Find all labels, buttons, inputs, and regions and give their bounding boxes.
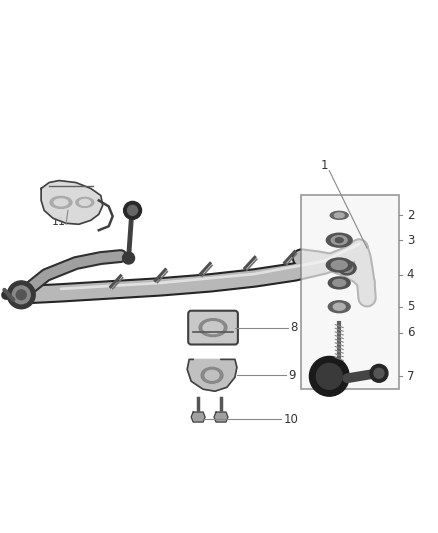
Ellipse shape xyxy=(326,233,352,247)
Text: 1: 1 xyxy=(321,159,328,172)
Ellipse shape xyxy=(199,319,227,336)
Ellipse shape xyxy=(333,279,346,286)
Ellipse shape xyxy=(328,277,350,289)
Ellipse shape xyxy=(335,238,343,243)
Polygon shape xyxy=(41,181,103,224)
Ellipse shape xyxy=(338,261,356,275)
Circle shape xyxy=(124,201,141,219)
Ellipse shape xyxy=(79,199,90,205)
Text: 6: 6 xyxy=(407,326,414,339)
Ellipse shape xyxy=(203,321,223,334)
Text: 11: 11 xyxy=(52,217,66,227)
Circle shape xyxy=(370,365,388,382)
Ellipse shape xyxy=(342,263,353,272)
Ellipse shape xyxy=(331,261,347,270)
Ellipse shape xyxy=(328,301,350,313)
Circle shape xyxy=(7,281,35,309)
Circle shape xyxy=(374,368,384,378)
Polygon shape xyxy=(214,412,228,422)
Text: 4: 4 xyxy=(407,269,414,281)
Ellipse shape xyxy=(330,212,348,219)
Bar xyxy=(301,196,399,389)
Text: 3: 3 xyxy=(407,233,414,247)
Polygon shape xyxy=(187,359,237,391)
Circle shape xyxy=(127,205,138,215)
Text: 8: 8 xyxy=(290,321,298,334)
Ellipse shape xyxy=(50,197,72,208)
Circle shape xyxy=(316,364,342,389)
Text: 7: 7 xyxy=(407,370,414,383)
Ellipse shape xyxy=(331,236,347,245)
Circle shape xyxy=(16,290,26,300)
Ellipse shape xyxy=(333,303,345,310)
Ellipse shape xyxy=(201,367,223,383)
FancyBboxPatch shape xyxy=(188,311,238,344)
Text: 10: 10 xyxy=(283,413,298,425)
Text: 5: 5 xyxy=(407,300,414,313)
Ellipse shape xyxy=(326,258,352,272)
Circle shape xyxy=(12,286,30,304)
Ellipse shape xyxy=(334,213,344,218)
Circle shape xyxy=(123,252,134,264)
Circle shape xyxy=(309,357,349,396)
Polygon shape xyxy=(191,412,205,422)
Text: 9: 9 xyxy=(289,369,296,382)
Ellipse shape xyxy=(76,197,94,207)
Ellipse shape xyxy=(205,370,219,380)
Ellipse shape xyxy=(54,199,68,206)
Text: 2: 2 xyxy=(407,209,414,222)
